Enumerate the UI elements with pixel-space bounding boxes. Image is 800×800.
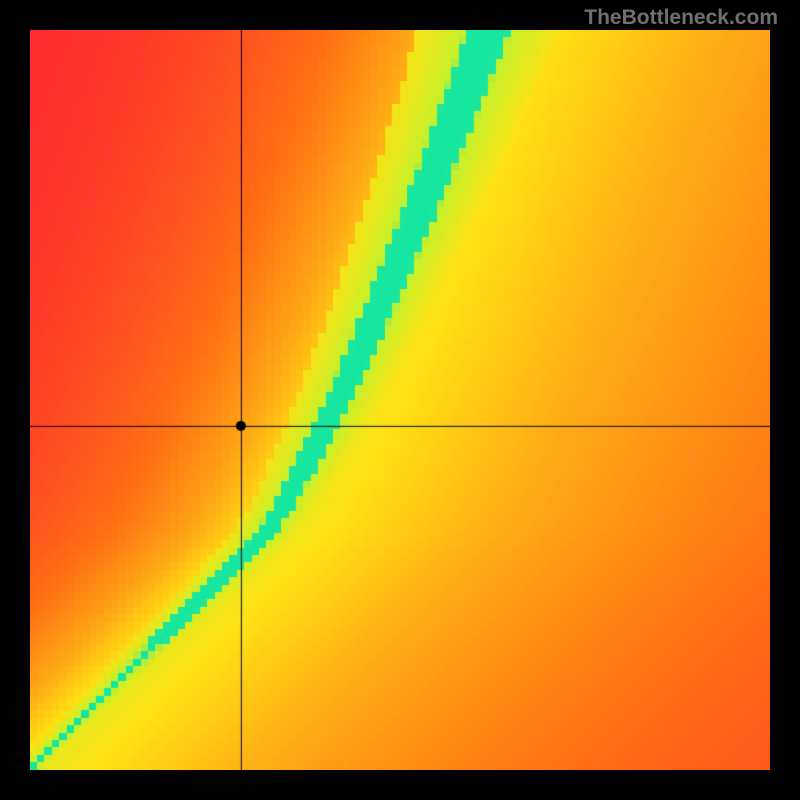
heatmap-canvas	[30, 30, 770, 770]
watermark-text: TheBottleneck.com	[584, 6, 778, 30]
heatmap-plot	[30, 30, 770, 770]
